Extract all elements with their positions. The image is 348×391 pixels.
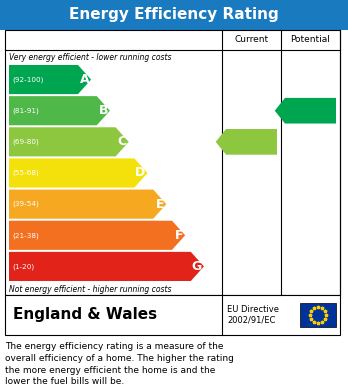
Text: Not energy efficient - higher running costs: Not energy efficient - higher running co… <box>9 285 172 294</box>
Text: E: E <box>156 197 164 211</box>
Text: 86: 86 <box>317 104 334 117</box>
Text: Energy Efficiency Rating: Energy Efficiency Rating <box>69 7 279 23</box>
Text: D: D <box>135 167 145 179</box>
Text: (1-20): (1-20) <box>12 263 34 270</box>
Text: C: C <box>118 135 127 148</box>
Text: Current: Current <box>235 36 269 45</box>
Polygon shape <box>9 65 91 94</box>
Text: Very energy efficient - lower running costs: Very energy efficient - lower running co… <box>9 54 172 63</box>
Text: (55-68): (55-68) <box>12 170 39 176</box>
Text: (81-91): (81-91) <box>12 108 39 114</box>
Polygon shape <box>216 129 277 155</box>
Text: G: G <box>192 260 202 273</box>
Bar <box>5 30 340 295</box>
Bar <box>300 303 336 327</box>
Text: EU Directive
2002/91/EC: EU Directive 2002/91/EC <box>227 305 279 325</box>
Text: (92-100): (92-100) <box>12 76 44 83</box>
Text: (39-54): (39-54) <box>12 201 39 207</box>
Polygon shape <box>9 127 129 156</box>
Polygon shape <box>9 221 185 250</box>
Bar <box>0 0 348 30</box>
Text: F: F <box>175 229 183 242</box>
Text: 70: 70 <box>259 135 275 148</box>
Text: (69-80): (69-80) <box>12 138 39 145</box>
Text: England & Wales: England & Wales <box>13 307 157 323</box>
Text: B: B <box>98 104 108 117</box>
Polygon shape <box>9 158 148 188</box>
Text: Potential: Potential <box>291 36 331 45</box>
Text: (21-38): (21-38) <box>12 232 39 239</box>
Bar <box>5 295 340 335</box>
Text: The energy efficiency rating is a measure of the
overall efficiency of a home. T: The energy efficiency rating is a measur… <box>5 342 234 386</box>
Polygon shape <box>9 96 110 125</box>
Text: A: A <box>79 73 89 86</box>
Polygon shape <box>9 252 204 281</box>
Polygon shape <box>9 190 166 219</box>
Polygon shape <box>275 98 336 124</box>
